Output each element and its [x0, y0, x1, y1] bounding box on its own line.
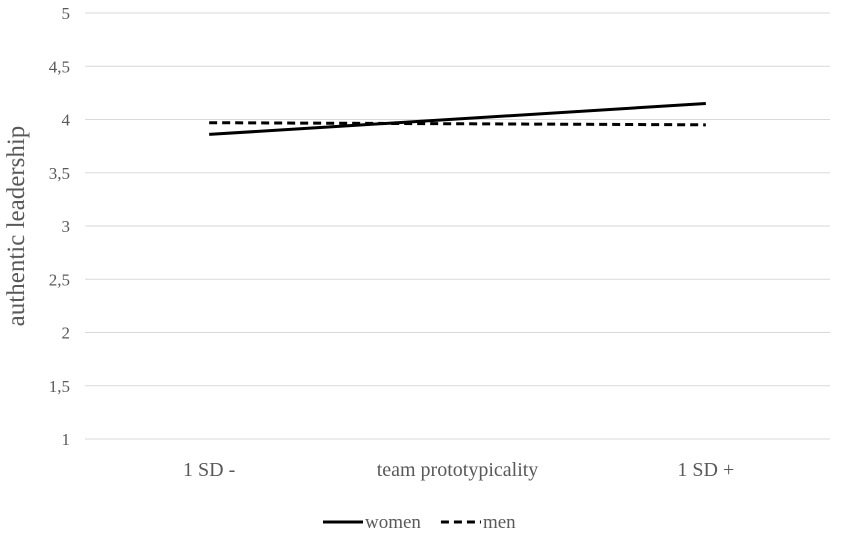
y-tick-label: 3 [62, 217, 71, 236]
y-tick-label: 2,5 [49, 270, 70, 289]
series-line-men [209, 121, 706, 127]
x-category-label: team prototypicality [377, 459, 539, 481]
y-tick-label: 2 [62, 324, 71, 343]
x-category-label: 1 SD + [677, 459, 734, 481]
gridlines [85, 12, 830, 440]
y-tick-label: 3,5 [49, 164, 70, 183]
legend: women men [323, 512, 516, 533]
legend-label-women: women [365, 512, 421, 533]
y-tick-label: 4,5 [49, 57, 70, 76]
y-tick-label: 1,5 [49, 377, 70, 396]
x-category-labels: 1 SD - team prototypicality 1 SD + [183, 459, 734, 481]
legend-label-men: men [483, 512, 516, 533]
y-tick-label: 4 [62, 111, 71, 130]
series-lines [209, 102, 706, 136]
x-category-label: 1 SD - [183, 459, 235, 481]
y-tick-label: 1 [62, 430, 71, 449]
y-tick-label: 5 [62, 4, 71, 23]
series-line-women [209, 102, 706, 136]
y-tick-labels: 1 1,5 2 2,5 3 3,5 4 4,5 5 [49, 4, 71, 449]
y-axis-title: authentic leadership [3, 126, 30, 327]
